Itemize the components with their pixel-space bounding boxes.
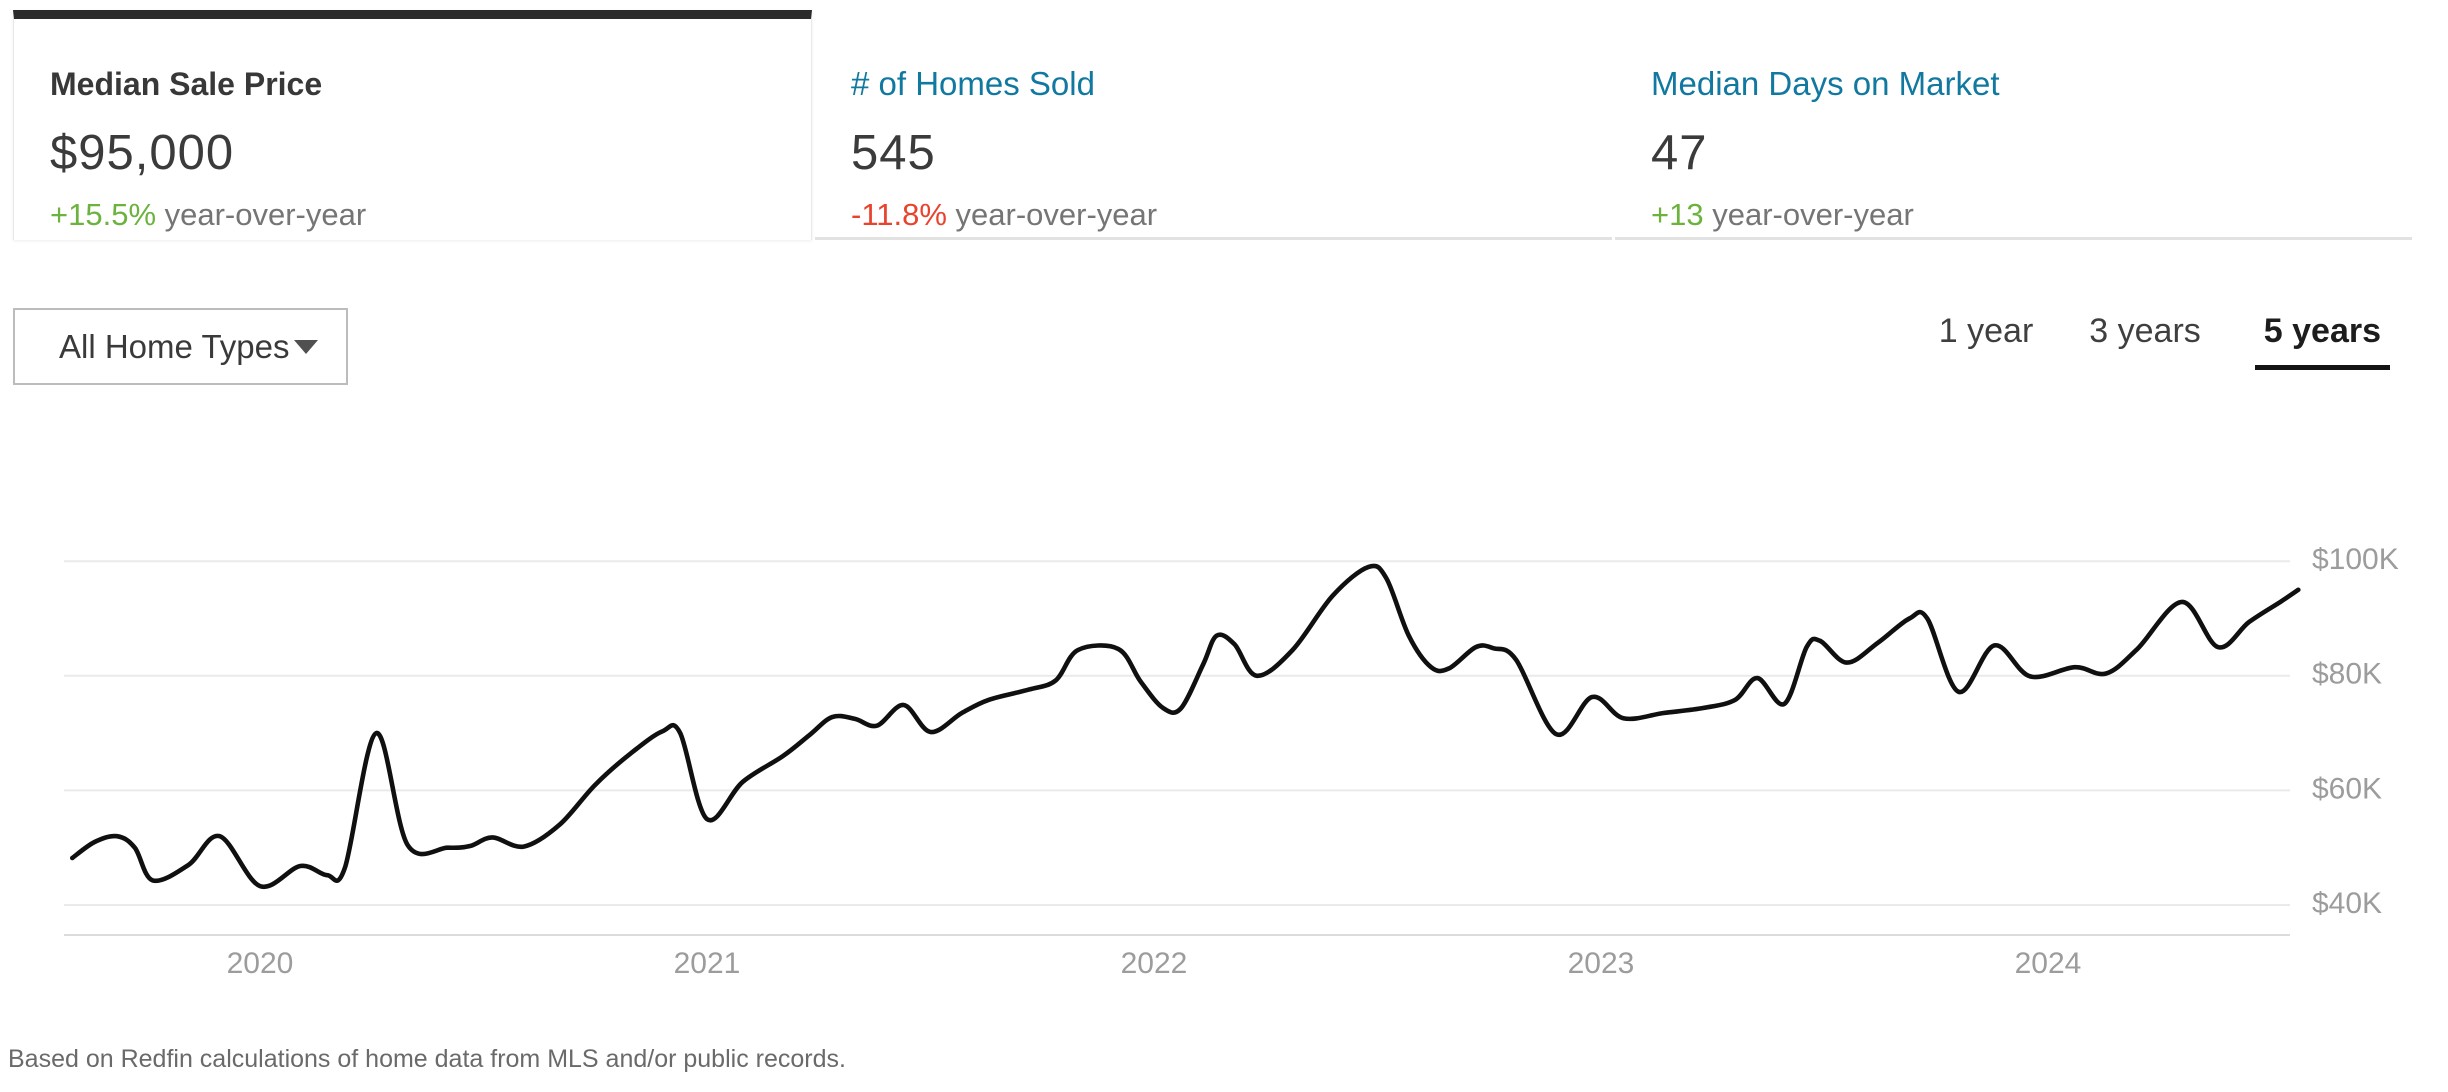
tab-median-days-on-market[interactable]: Median Days on Market 47 +13 year-over-y… <box>1615 10 2412 240</box>
price-history-chart: $100K $80K $60K $40K 2020 2021 2022 2023 2024 <box>0 500 2448 1000</box>
metric-change-row: +13 year-over-year <box>1651 197 2382 233</box>
metric-change: +15.5% <box>50 197 157 232</box>
tab-homes-sold[interactable]: # of Homes Sold 545 -11.8% year-over-yea… <box>815 10 1612 240</box>
y-axis-label: $40K <box>2312 887 2382 920</box>
metric-value: 545 <box>851 126 936 180</box>
footer-disclaimer: Based on Redfin calculations of home dat… <box>8 1045 846 1073</box>
x-axis-label: 2021 <box>674 947 741 980</box>
home-type-dropdown[interactable]: All Home Types <box>13 308 348 385</box>
y-axis-label: $100K <box>2312 543 2399 576</box>
y-axis-label: $80K <box>2312 658 2382 691</box>
home-type-dropdown-value: All Home Types <box>59 327 290 365</box>
metric-change-suffix: year-over-year <box>946 197 1158 232</box>
tab-median-sale-price[interactable]: Median Sale Price $95,000 +15.5% year-ov… <box>13 10 812 240</box>
price-history-line-chart: $100K $80K $60K $40K 2020 2021 2022 2023 2024 <box>64 543 2399 980</box>
x-axis-label: 2024 <box>2015 947 2082 980</box>
time-range-selector: 1 year 3 years 5 years <box>1937 302 2390 382</box>
metric-label: # of Homes Sold <box>851 65 1095 102</box>
x-axis-label: 2020 <box>227 947 294 980</box>
metric-label: Median Sale Price <box>50 66 323 102</box>
metric-label: Median Days on Market <box>1651 65 2000 102</box>
median-sale-price-line <box>70 563 2301 890</box>
x-axis-label: 2023 <box>1568 947 1635 980</box>
range-3-years[interactable]: 3 years <box>2089 312 2201 350</box>
y-axis-label: $60K <box>2312 772 2382 805</box>
metric-change-row: +15.5% year-over-year <box>50 197 781 233</box>
metric-change-suffix: year-over-year <box>1703 197 1914 232</box>
caret-down-icon <box>294 339 318 354</box>
metric-change-suffix: year-over-year <box>156 197 367 232</box>
x-axis-label: 2022 <box>1121 947 1188 980</box>
metric-change: -11.8% <box>851 197 947 232</box>
metric-change-row: -11.8% year-over-year <box>851 197 1582 233</box>
range-1-year[interactable]: 1 year <box>1938 312 2034 350</box>
metric-value: $95,000 <box>50 126 235 180</box>
metric-tabs: Median Sale Price $95,000 +15.5% year-ov… <box>13 10 2412 240</box>
range-5-years[interactable]: 5 years <box>2254 302 2390 370</box>
metric-value: 47 <box>1651 126 1708 180</box>
metric-change: +13 <box>1651 197 1704 232</box>
